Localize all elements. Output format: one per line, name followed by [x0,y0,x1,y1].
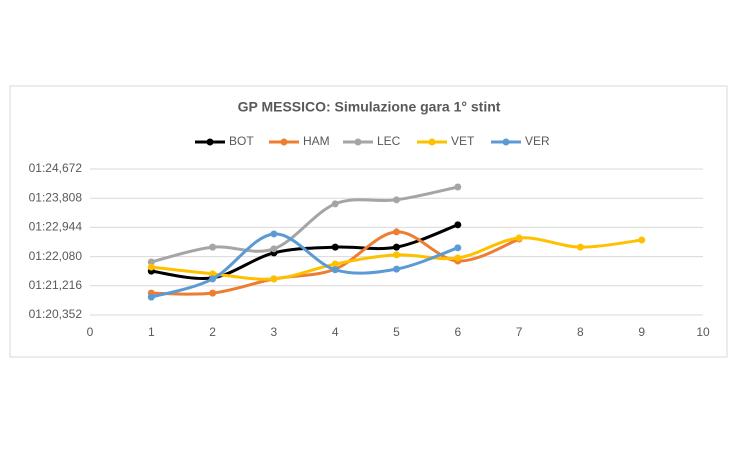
y-tick-label: 01:21,216 [29,278,83,292]
data-point [515,234,523,242]
legend-marker [354,138,362,146]
data-point [331,266,339,274]
y-tick-label: 01:22,944 [29,220,83,234]
data-point [209,275,217,283]
data-point [454,183,462,191]
series-line [150,232,459,299]
chart-title: GP MESSICO: Simulazione gara 1° stint [238,99,501,115]
x-tick-label: 10 [696,325,710,339]
legend-marker [502,138,510,146]
y-tick-label: 01:24,672 [29,161,83,175]
legend-marker [280,138,288,146]
legend-label: LEC [377,134,401,148]
x-tick-label: 6 [454,325,461,339]
x-tick-label: 0 [87,325,94,339]
data-point [454,244,462,252]
data-point [638,236,646,244]
legend-label: VER [525,134,550,148]
x-tick-label: 9 [638,325,645,339]
data-point [331,200,339,208]
legend-marker [428,138,436,146]
data-point [147,293,155,301]
data-point [209,270,217,278]
data-point [393,251,400,259]
y-tick-label: 01:23,808 [29,190,83,204]
x-tick-label: 1 [148,325,155,339]
y-tick-label: 01:20,352 [29,307,83,321]
legend-label: HAM [303,134,330,148]
y-tick-label: 01:22,080 [29,249,83,263]
data-point [393,196,400,204]
data-point [576,243,584,251]
data-point [393,243,400,251]
legend-label: BOT [229,134,254,148]
data-point [331,243,339,251]
data-point [270,230,278,238]
x-tick-label: 7 [516,325,523,339]
data-point [393,265,400,273]
chart-frame [9,85,728,358]
data-point [270,245,278,253]
x-tick-label: 2 [209,325,216,339]
data-point [331,260,339,268]
data-point [147,258,155,266]
x-tick-label: 4 [332,325,339,339]
data-point [147,263,155,271]
x-tick-label: 5 [393,325,400,339]
x-tick-label: 8 [577,325,584,339]
data-point [393,228,400,236]
data-point [454,254,462,262]
data-point [209,243,217,251]
data-point [209,289,217,297]
data-point [270,275,278,283]
x-tick-label: 3 [271,325,278,339]
legend-label: VET [451,134,475,148]
data-point [454,221,462,229]
legend-marker [206,138,214,146]
